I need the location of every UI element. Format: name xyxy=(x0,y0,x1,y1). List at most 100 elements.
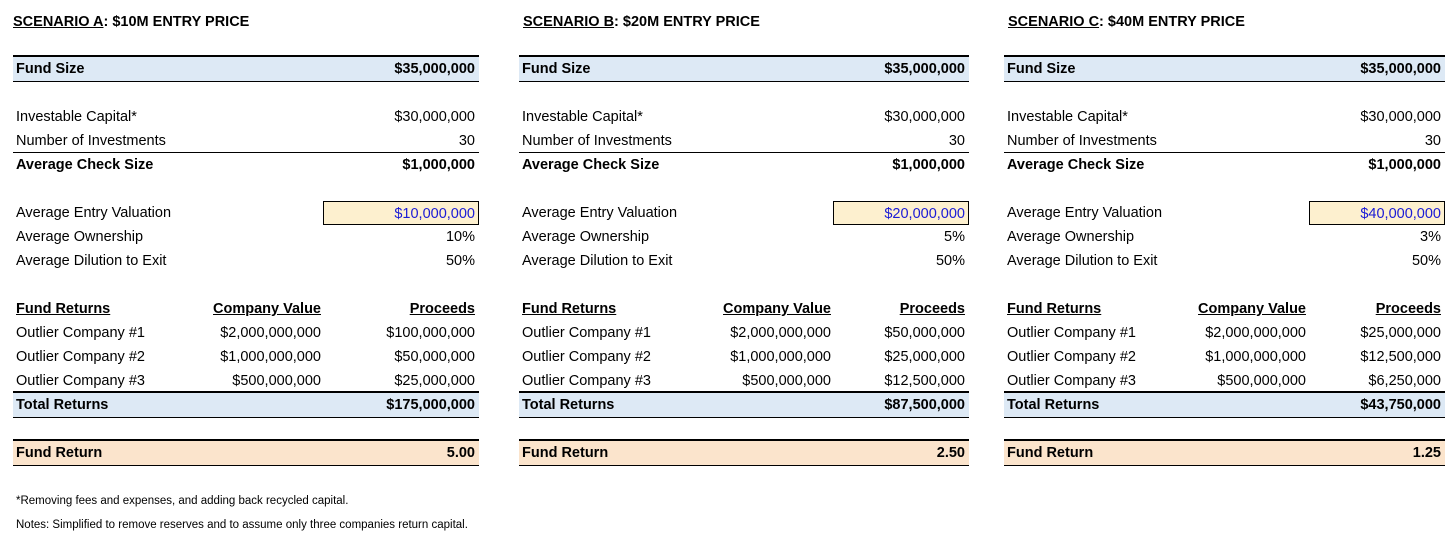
entry-valuation-input[interactable]: $10,000,000 xyxy=(323,201,479,225)
returns-header-row: Fund Returns Company Value Proceeds xyxy=(519,297,969,321)
scenario-a: SCENARIO A: $10M ENTRY PRICE Fund Size $… xyxy=(13,0,479,470)
entry-valuation-input[interactable]: $40,000,000 xyxy=(1309,201,1445,225)
company-value-header: Company Value xyxy=(1198,301,1306,317)
fund-return-value: 1.25 xyxy=(1412,445,1441,461)
company-proceeds: $50,000,000 xyxy=(394,349,475,365)
investable-capital-value: $30,000,000 xyxy=(884,109,965,125)
fund-return-label: Fund Return xyxy=(522,445,609,461)
scenario-title-prefix: SCENARIO B xyxy=(523,14,615,30)
returns-header-row: Fund Returns Company Value Proceeds xyxy=(13,297,479,321)
table-row: Outlier Company #3 $500,000,000 $25,000,… xyxy=(13,369,479,393)
check-size-row: Average Check Size $1,000,000 xyxy=(1004,152,1445,177)
scenario-title-suffix: : $40M ENTRY PRICE xyxy=(1099,14,1245,30)
company-proceeds: $12,500,000 xyxy=(884,373,965,389)
company-value: $1,000,000,000 xyxy=(220,349,321,365)
fund-return-row: Fund Return 2.50 xyxy=(519,439,969,466)
company-value: $1,000,000,000 xyxy=(730,349,831,365)
company-proceeds: $12,500,000 xyxy=(1360,349,1441,365)
footnote-fees: *Removing fees and expenses, and adding … xyxy=(16,495,349,507)
fund-size-value: $35,000,000 xyxy=(884,61,965,77)
ownership-label: Average Ownership xyxy=(522,229,650,245)
fund-size-label: Fund Size xyxy=(522,61,591,77)
dilution-label: Average Dilution to Exit xyxy=(1007,253,1158,269)
table-row: Outlier Company #3 $500,000,000 $12,500,… xyxy=(519,369,969,393)
investable-capital-label: Investable Capital* xyxy=(1007,109,1128,125)
scenario-b: SCENARIO B: $20M ENTRY PRICE Fund Size $… xyxy=(519,0,969,470)
company-value: $500,000,000 xyxy=(1217,373,1306,389)
ownership-row: Average Ownership 3% xyxy=(1004,225,1445,249)
scenario-title: SCENARIO B: $20M ENTRY PRICE xyxy=(523,14,760,30)
company-name: Outlier Company #1 xyxy=(522,325,651,341)
num-investments-row: Number of Investments 30 xyxy=(1004,129,1445,153)
total-returns-label: Total Returns xyxy=(1007,397,1100,413)
entry-valuation-value: $40,000,000 xyxy=(1360,206,1441,222)
total-returns-value: $87,500,000 xyxy=(884,397,965,413)
table-row: Outlier Company #2 $1,000,000,000 $12,50… xyxy=(1004,345,1445,369)
ownership-value: 10% xyxy=(445,229,475,245)
dilution-row: Average Dilution to Exit 50% xyxy=(519,249,969,273)
scenario-title-suffix: : $10M ENTRY PRICE xyxy=(103,14,250,30)
total-returns-label: Total Returns xyxy=(522,397,615,413)
investable-capital-value: $30,000,000 xyxy=(1360,109,1441,125)
fund-size-row: Fund Size $35,000,000 xyxy=(1004,55,1445,82)
fund-size-label: Fund Size xyxy=(1007,61,1076,77)
num-investments-value: 30 xyxy=(1424,133,1441,149)
company-name: Outlier Company #2 xyxy=(1007,349,1136,365)
total-returns-row: Total Returns $175,000,000 xyxy=(13,391,479,418)
total-returns-row: Total Returns $87,500,000 xyxy=(519,391,969,418)
company-name: Outlier Company #2 xyxy=(522,349,651,365)
fund-size-value: $35,000,000 xyxy=(394,61,475,77)
company-proceeds: $25,000,000 xyxy=(1360,325,1441,341)
company-value: $1,000,000,000 xyxy=(1205,349,1306,365)
ownership-row: Average Ownership 5% xyxy=(519,225,969,249)
company-proceeds: $100,000,000 xyxy=(386,325,475,341)
investable-capital-row: Investable Capital* $30,000,000 xyxy=(1004,105,1445,129)
company-value: $2,000,000,000 xyxy=(220,325,321,341)
fund-returns-header: Fund Returns xyxy=(1007,301,1102,317)
investable-capital-row: Investable Capital* $30,000,000 xyxy=(13,105,479,129)
dilution-label: Average Dilution to Exit xyxy=(522,253,673,269)
entry-valuation-row: Average Entry Valuation $10,000,000 xyxy=(13,201,479,225)
investable-capital-row: Investable Capital* $30,000,000 xyxy=(519,105,969,129)
fund-size-row: Fund Size $35,000,000 xyxy=(13,55,479,82)
investable-capital-label: Investable Capital* xyxy=(522,109,643,125)
table-row: Outlier Company #2 $1,000,000,000 $25,00… xyxy=(519,345,969,369)
ownership-value: 5% xyxy=(944,229,965,245)
scenario-title-suffix: : $20M ENTRY PRICE xyxy=(614,14,760,30)
table-row: Outlier Company #3 $500,000,000 $6,250,0… xyxy=(1004,369,1445,393)
entry-valuation-label: Average Entry Valuation xyxy=(522,205,678,221)
fund-return-value: 2.50 xyxy=(936,445,965,461)
entry-valuation-row: Average Entry Valuation $40,000,000 xyxy=(1004,201,1445,225)
fund-return-row: Fund Return 1.25 xyxy=(1004,439,1445,466)
fund-size-value: $35,000,000 xyxy=(1360,61,1441,77)
check-size-label: Average Check Size xyxy=(522,157,660,173)
check-size-value: $1,000,000 xyxy=(1368,157,1441,173)
company-name: Outlier Company #3 xyxy=(16,373,145,389)
scenario-title-prefix: SCENARIO A xyxy=(13,14,104,30)
fund-returns-header: Fund Returns xyxy=(522,301,617,317)
table-row: Outlier Company #2 $1,000,000,000 $50,00… xyxy=(13,345,479,369)
num-investments-label: Number of Investments xyxy=(522,133,672,149)
entry-valuation-row: Average Entry Valuation $20,000,000 xyxy=(519,201,969,225)
company-name: Outlier Company #1 xyxy=(16,325,145,341)
table-row: Outlier Company #1 $2,000,000,000 $25,00… xyxy=(1004,321,1445,345)
entry-valuation-input[interactable]: $20,000,000 xyxy=(833,201,969,225)
company-proceeds: $25,000,000 xyxy=(394,373,475,389)
company-proceeds: $6,250,000 xyxy=(1368,373,1441,389)
total-returns-value: $175,000,000 xyxy=(386,397,475,413)
company-name: Outlier Company #3 xyxy=(1007,373,1136,389)
num-investments-label: Number of Investments xyxy=(1007,133,1157,149)
company-name: Outlier Company #3 xyxy=(522,373,651,389)
scenario-title: SCENARIO C: $40M ENTRY PRICE xyxy=(1008,14,1245,30)
entry-valuation-value: $10,000,000 xyxy=(394,206,475,222)
fund-size-row: Fund Size $35,000,000 xyxy=(519,55,969,82)
ownership-label: Average Ownership xyxy=(1007,229,1135,245)
proceeds-header: Proceeds xyxy=(409,301,475,317)
fund-return-row: Fund Return 5.00 xyxy=(13,439,479,466)
num-investments-row: Number of Investments 30 xyxy=(519,129,969,153)
investable-capital-label: Investable Capital* xyxy=(16,109,137,125)
company-value: $500,000,000 xyxy=(742,373,831,389)
company-value: $2,000,000,000 xyxy=(1205,325,1306,341)
total-returns-value: $43,750,000 xyxy=(1360,397,1441,413)
fund-return-label: Fund Return xyxy=(16,445,103,461)
